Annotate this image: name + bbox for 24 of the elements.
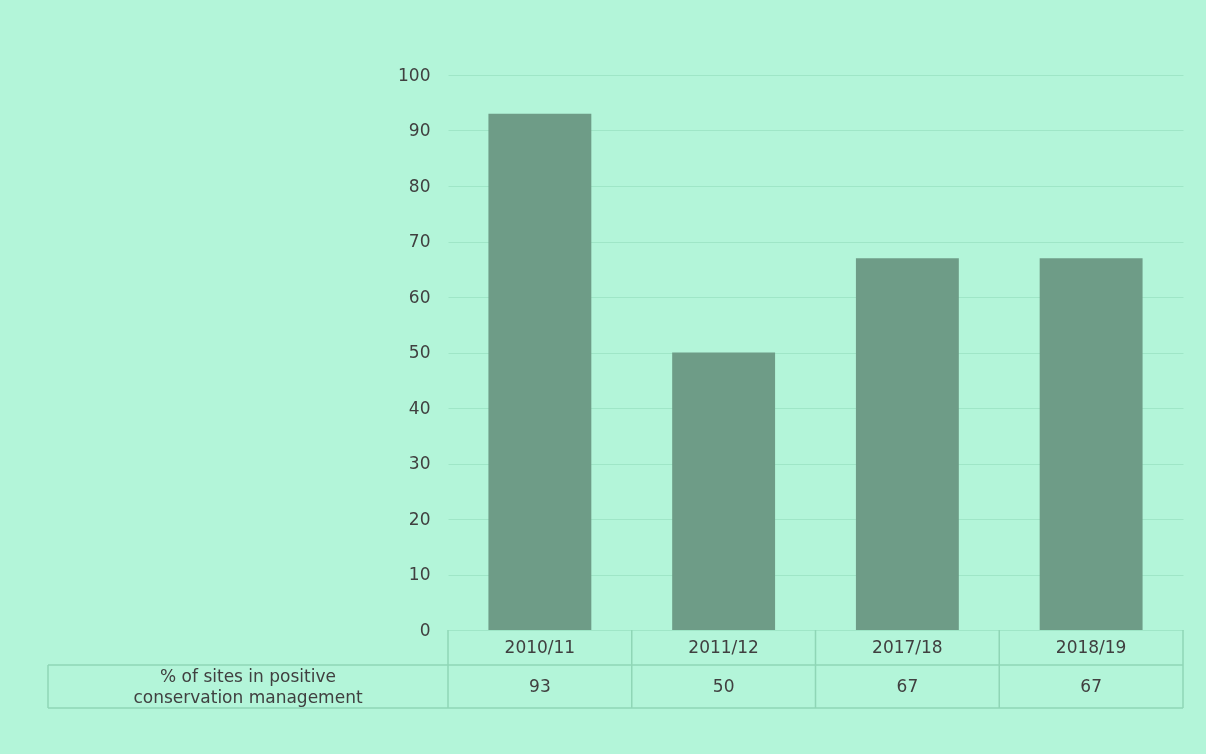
y-tick-label: 60 — [408, 286, 431, 307]
y-tick-label: 80 — [408, 175, 431, 196]
text: % of sites in positive conservation management — [133, 665, 363, 707]
bar — [672, 352, 776, 630]
y-tick-label: 10 — [408, 564, 431, 584]
data-label: 67 — [896, 675, 919, 696]
x-tick-label: 2017/18 — [872, 636, 943, 657]
data-label: 67 — [1080, 675, 1102, 696]
y-tick-label: 90 — [408, 120, 431, 140]
x-tick-label: 2018/19 — [1055, 636, 1127, 657]
bar — [1039, 258, 1143, 630]
y-tick-label: 40 — [408, 397, 431, 418]
bar — [855, 258, 959, 630]
y-tick-label: 70 — [408, 231, 431, 251]
y-tick-label: 20 — [408, 508, 431, 529]
y-tick-label: 0 — [419, 619, 431, 640]
y-tick-label: 30 — [408, 453, 431, 473]
x-tick-label: 2010/11 — [504, 636, 576, 657]
data-label: 50 — [712, 675, 735, 696]
y-tick-label: 50 — [408, 342, 431, 362]
y-tick-label: 100 — [398, 64, 431, 85]
x-tick-label: 2011/12 — [688, 636, 759, 657]
bar — [488, 113, 592, 630]
data-label: 93 — [529, 675, 551, 696]
